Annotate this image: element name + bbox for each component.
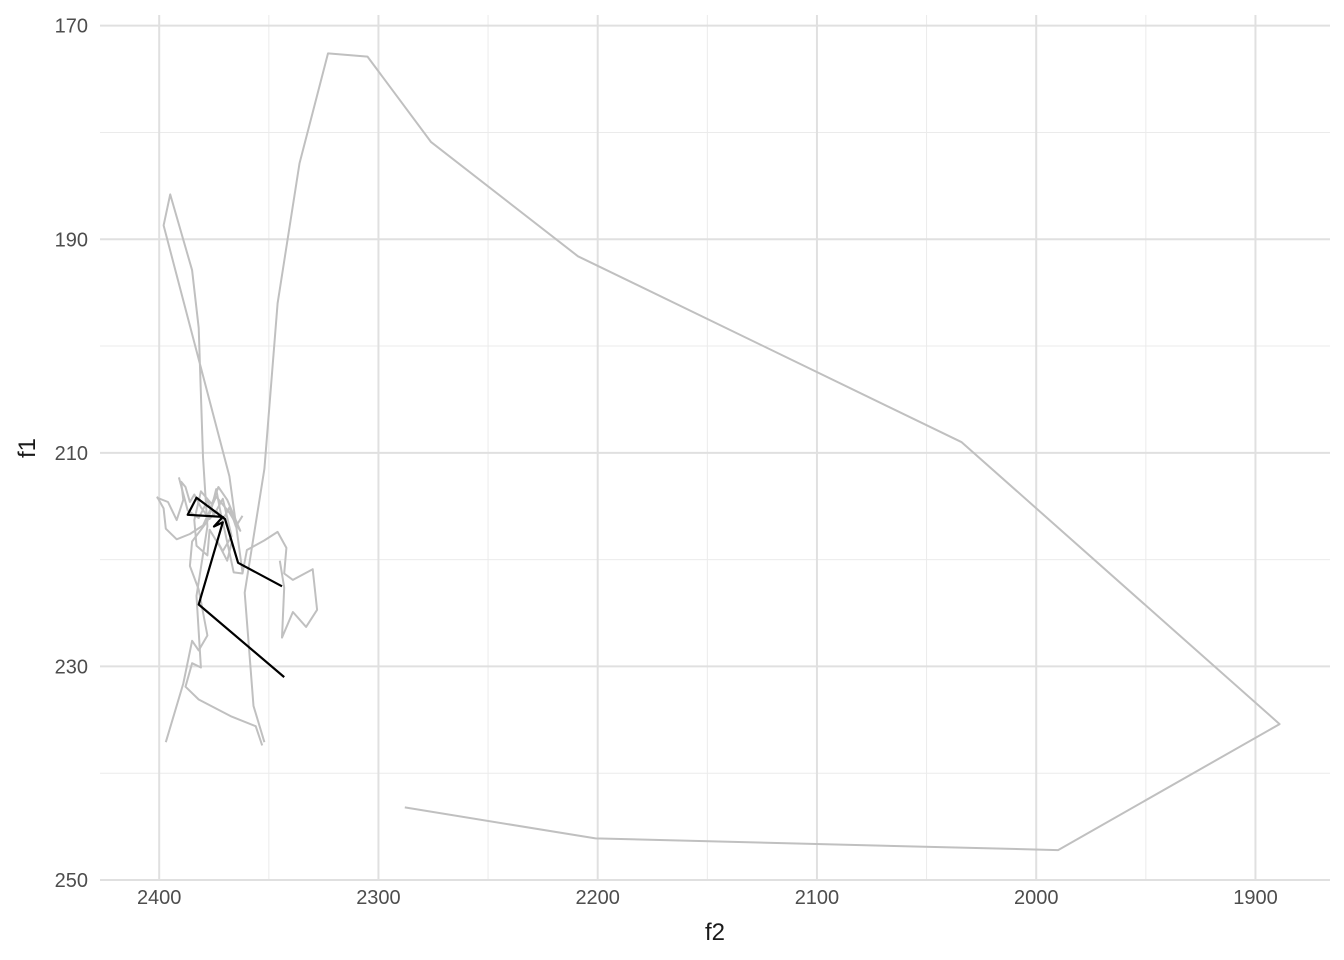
series-line-5 (156, 480, 244, 528)
x-tick-label: 2100 (795, 887, 840, 909)
x-tick-label: 1900 (1233, 887, 1278, 909)
grid (100, 15, 1330, 881)
series-line-1 (243, 52, 1281, 852)
y-tick-label: 230 (55, 656, 88, 678)
x-tick-label: 2400 (137, 887, 182, 909)
x-axis-title: f2 (705, 919, 725, 946)
series-lines (156, 52, 1281, 852)
x-tick-label: 2200 (575, 887, 620, 909)
x-tick-label: 2300 (356, 887, 401, 909)
y-tick-label: 210 (55, 443, 88, 465)
y-tick-label: 250 (55, 870, 88, 892)
series-line-6 (177, 477, 233, 553)
y-tick-label: 170 (55, 16, 88, 38)
series-line-2 (162, 193, 264, 746)
y-tick-label: 190 (55, 229, 88, 251)
series-line-3 (164, 488, 319, 743)
series-line-4 (156, 486, 242, 562)
y-axis-ticks: 170 190 210 230 250 (55, 16, 88, 892)
series-line-7 (186, 496, 285, 678)
x-axis-ticks: 2400 2300 2200 2100 2000 1900 (137, 887, 1278, 909)
y-axis-title: f1 (14, 438, 41, 458)
x-tick-label: 2000 (1014, 887, 1059, 909)
